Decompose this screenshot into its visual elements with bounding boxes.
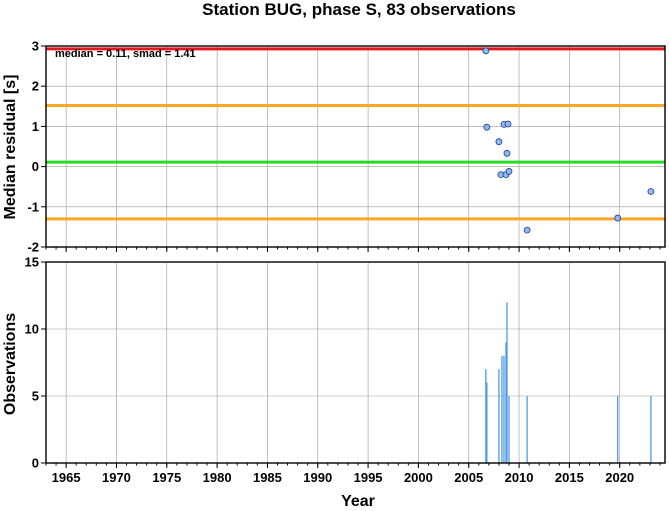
stats-annotation: median = 0.11, smad = 1.41 [55,48,196,60]
x-tick-label: 2010 [505,470,534,485]
residual-y-axis-label: Median residual [s] [2,75,19,220]
observations-frame [45,261,666,464]
residual-point [505,168,513,175]
residual-point [614,214,622,222]
residual-y-tick-label: 3 [32,39,39,54]
residual-point [504,120,512,128]
residual-point [495,138,503,146]
x-tick-label: 1970 [102,470,131,485]
x-tick-label: 1995 [354,470,383,485]
x-axis-label: Year [341,493,375,510]
residual-y-tick-label: -2 [27,240,39,255]
residual-panel: 3 2 1 0 -1 -2 median = 0.11, smad = 1.41 [27,39,666,255]
observations-y-tick-label: 0 [32,456,39,471]
residual-point [483,123,491,131]
x-tick-label: 2015 [555,470,584,485]
residual-y-tick-label: 0 [32,159,39,174]
residual-y-tick-label: 2 [32,79,39,94]
residual-point [503,149,511,157]
residual-point [523,226,531,234]
x-tick-label: 1965 [52,470,81,485]
residual-point [482,47,490,55]
x-tick-label: 1980 [203,470,232,485]
x-tick-label: 2005 [454,470,483,485]
chart-title: Station BUG, phase S, 83 observations [202,0,516,19]
x-tick-label: 1990 [303,470,332,485]
x-tick-label: 2020 [605,470,634,485]
observations-y-tick-label: 15 [25,255,39,270]
residual-y-tick-label: 1 [32,119,39,134]
residual-point [647,188,655,195]
x-tick-label: 1985 [253,470,282,485]
residual-y-tick-label: -1 [27,199,39,214]
observations-y-tick-label: 5 [32,389,39,404]
observations-panel: 1965 1970 1975 1980 1985 1990 1995 2000 2005 2010… [25,255,666,485]
residual-frame [45,45,666,248]
x-tick-label: 1975 [152,470,181,485]
observations-y-axis-label: Observations [2,313,19,415]
x-tick-label: 2000 [404,470,433,485]
observations-y-tick-label: 10 [25,322,39,337]
